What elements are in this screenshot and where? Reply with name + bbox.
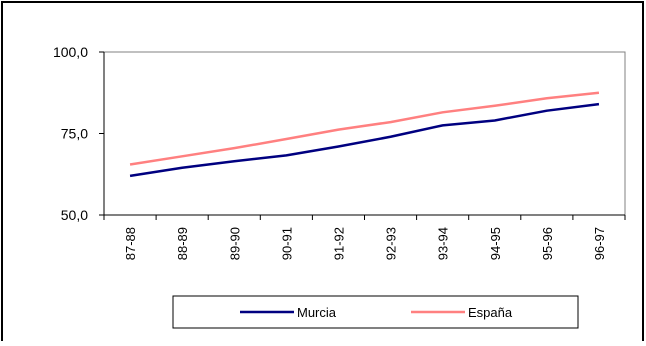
x-tick-label: 95-96 <box>540 227 555 260</box>
x-tick-label: 94-95 <box>488 227 503 260</box>
legend-label-murcia: Murcia <box>297 305 337 320</box>
plot-area <box>103 51 626 216</box>
y-tick-label: 50,0 <box>61 207 88 223</box>
x-tick-label: 89-90 <box>227 227 242 260</box>
x-tick-label: 93-94 <box>436 227 451 260</box>
series-line-espana <box>129 91 600 166</box>
x-tick-label: 90-91 <box>279 227 294 260</box>
y-tick-label: 75,0 <box>61 126 88 142</box>
y-axis: 100,0 75,0 50,0 <box>53 44 105 223</box>
x-labels: 87-88 88-89 89-90 90-91 91-92 92-93 93-94 94-95… <box>123 227 607 260</box>
x-tick-label: 91-92 <box>331 227 346 260</box>
legend-label-espana: España <box>468 305 513 320</box>
legend: Murcia España <box>172 295 579 329</box>
x-tick-label: 92-93 <box>384 227 399 260</box>
legend-box <box>172 295 579 329</box>
series-line-murcia <box>129 102 600 178</box>
y-tick-label: 100,0 <box>53 44 88 60</box>
x-tick-label: 88-89 <box>175 227 190 260</box>
x-tick-label: 87-88 <box>123 227 138 260</box>
series-group <box>129 91 600 178</box>
x-tick-label: 96-97 <box>592 227 607 260</box>
x-ticks <box>103 215 626 220</box>
